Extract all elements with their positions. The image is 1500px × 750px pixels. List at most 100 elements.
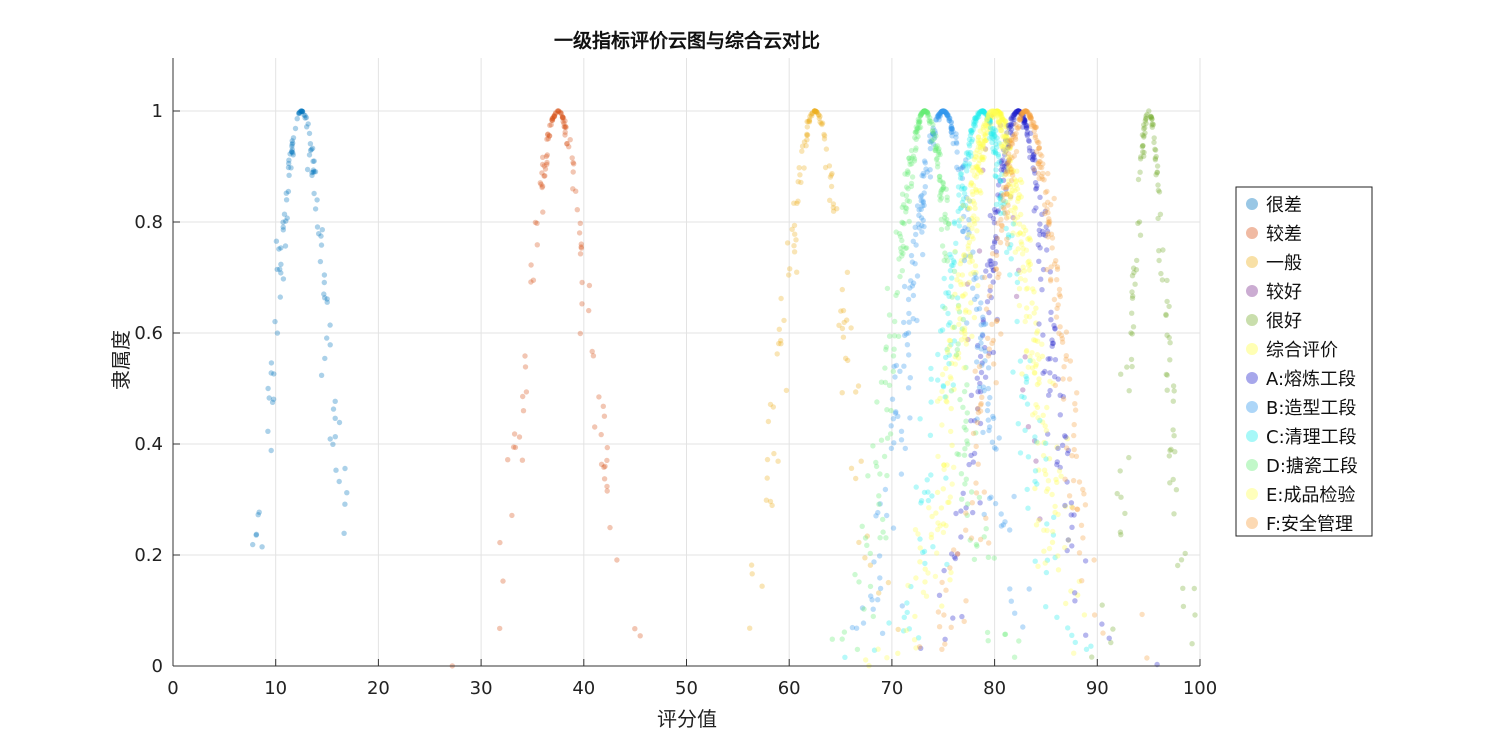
cloud-drop — [1106, 635, 1112, 641]
cloud-drop — [980, 319, 986, 325]
cloud-drop — [964, 281, 971, 287]
cloud-drop — [794, 200, 800, 206]
cloud-drop — [942, 109, 948, 116]
legend-label: E:成品检验 — [1266, 485, 1355, 506]
cloud-drop — [1013, 293, 1020, 300]
cloud-drop — [998, 124, 1004, 130]
cloud-drop — [960, 228, 966, 234]
cloud-drop — [966, 222, 973, 228]
cloud-drop — [966, 461, 972, 468]
cloud-drop — [558, 109, 564, 116]
cloud-drop — [1064, 547, 1070, 554]
cloud-drop — [982, 321, 989, 327]
cloud-drop — [601, 464, 607, 470]
cloud-drop — [1019, 251, 1026, 257]
cloud-drop — [971, 201, 978, 207]
cloud-drop — [1063, 600, 1069, 607]
cloud-drop — [1051, 296, 1058, 303]
cloud-drop — [971, 115, 978, 122]
cloud-drop — [545, 132, 551, 138]
cloud-drop — [948, 124, 955, 130]
cloud-drop — [512, 444, 519, 451]
cloud-drop — [989, 112, 995, 118]
cloud-drop — [1056, 468, 1063, 474]
cloud-drop — [977, 109, 984, 115]
cloud-drop — [914, 317, 920, 324]
cloud-drop — [877, 501, 883, 507]
cloud-drop — [972, 263, 979, 269]
cloud-drop — [940, 179, 946, 186]
cloud-drop — [786, 272, 792, 278]
cloud-drop — [967, 182, 974, 188]
cloud-drop — [952, 291, 958, 297]
cloud-drop — [976, 166, 983, 173]
cloud-drop — [980, 108, 987, 115]
cloud-drop — [974, 359, 980, 365]
cloud-drop — [938, 109, 944, 116]
cloud-drop — [310, 158, 316, 164]
cloud-drop — [285, 164, 292, 171]
cloud-drop — [972, 118, 978, 124]
cloud-drop — [900, 220, 906, 226]
cloud-drop — [943, 290, 949, 296]
cloud-drop — [996, 435, 1002, 441]
cloud-drop — [925, 497, 932, 504]
cloud-drop — [961, 186, 967, 192]
cloud-drop — [748, 562, 755, 568]
cloud-drop — [1002, 168, 1008, 174]
cloud-drop — [821, 131, 827, 138]
x-tick-label: 80 — [983, 678, 1006, 699]
cloud-drop — [987, 115, 993, 122]
cloud-drop — [994, 113, 1001, 119]
cloud-drop — [962, 253, 969, 259]
cloud-drop — [998, 119, 1004, 125]
cloud-drop — [596, 394, 602, 400]
cloud-drop — [917, 113, 923, 119]
cloud-drop — [855, 383, 862, 389]
cloud-drop — [924, 477, 930, 483]
cloud-drop — [1003, 136, 1009, 143]
x-tick-label: 100 — [1183, 678, 1217, 699]
cloud-drop — [1012, 216, 1018, 222]
cloud-drop — [562, 118, 568, 124]
cloud-drop — [840, 307, 847, 314]
cloud-drop — [914, 203, 921, 209]
cloud-drop — [972, 418, 978, 424]
cloud-drop — [1091, 612, 1098, 618]
series-8 — [842, 108, 1094, 660]
cloud-drop — [922, 560, 928, 567]
cloud-drop — [306, 130, 313, 137]
cloud-drop — [259, 544, 265, 550]
cloud-drop — [614, 557, 620, 563]
cloud-drop — [976, 157, 983, 163]
cloud-drop — [1008, 136, 1014, 143]
cloud-drop — [1008, 177, 1015, 184]
cloud-drop — [938, 216, 944, 223]
cloud-drop — [1037, 158, 1043, 165]
cloud-drop — [1008, 126, 1015, 133]
cloud-drop — [976, 248, 983, 254]
cloud-drop — [997, 193, 1003, 199]
cloud-drop — [299, 108, 306, 115]
cloud-drop — [915, 221, 922, 227]
cloud-drop — [1051, 195, 1057, 202]
cloud-drop — [979, 156, 985, 162]
cloud-drop — [1035, 517, 1042, 524]
cloud-drop — [992, 108, 998, 115]
cloud-drop — [955, 272, 962, 278]
cloud-drop — [1007, 143, 1013, 149]
cloud-drop — [949, 126, 955, 132]
cloud-drop — [1143, 115, 1149, 121]
cloud-drop — [944, 111, 950, 118]
cloud-drop — [1143, 116, 1149, 122]
cloud-drop — [976, 152, 983, 159]
cloud-drop — [509, 512, 515, 519]
cloud-drop — [911, 156, 918, 162]
cloud-drop — [991, 555, 997, 561]
cloud-drop — [968, 271, 974, 277]
x-tick-label: 90 — [1086, 678, 1109, 699]
cloud-drop — [946, 117, 952, 124]
cloud-drop — [1002, 133, 1008, 140]
cloud-drop — [981, 121, 988, 127]
cloud-drop — [564, 141, 570, 147]
